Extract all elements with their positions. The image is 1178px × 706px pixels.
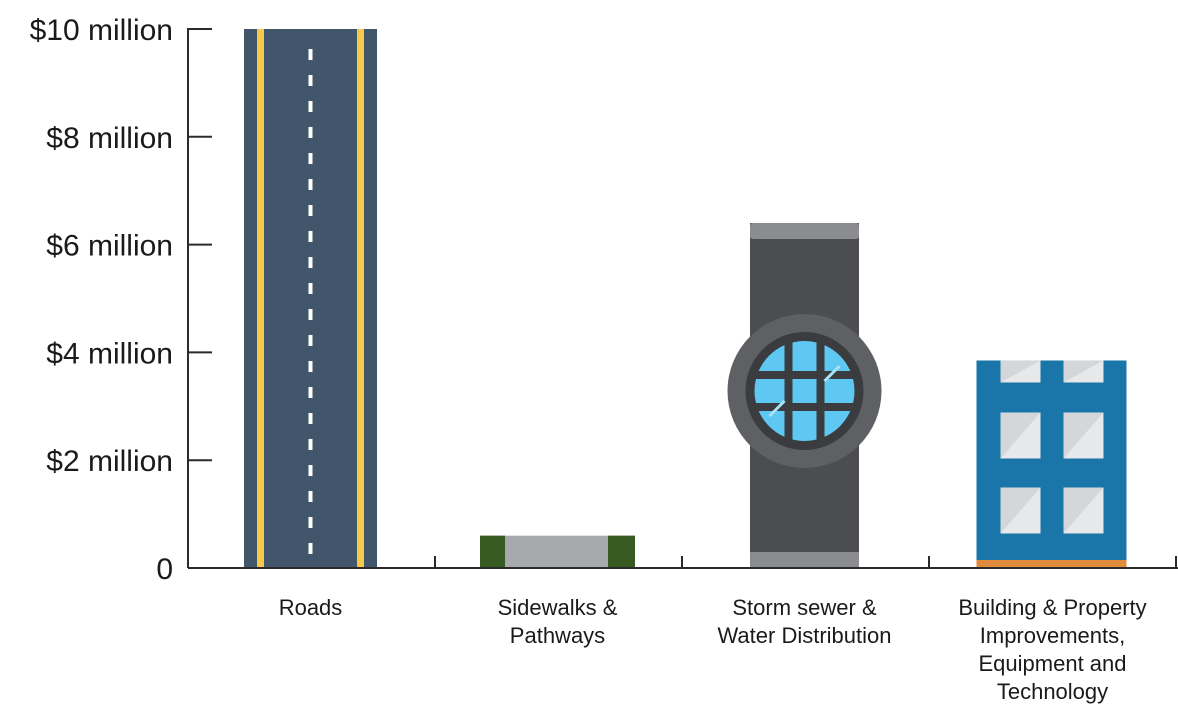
grate-bar xyxy=(816,339,825,443)
road-center-dash xyxy=(308,283,313,294)
road-center-dash xyxy=(308,75,313,86)
x-category-label: Building & Property Improvements, Equipmen… xyxy=(958,595,1146,704)
bar xyxy=(244,29,377,568)
road-center-dash xyxy=(308,101,313,112)
x-category-label: Sidewalks & Pathways xyxy=(498,595,618,648)
x-category-label-line: Water Distribution xyxy=(717,623,891,648)
x-category-label-line: Roads xyxy=(279,595,343,620)
road-center-dash xyxy=(308,361,313,372)
road-center-dash xyxy=(308,517,313,528)
y-tick-label: $10 million xyxy=(30,14,173,47)
glass-glint xyxy=(768,399,786,418)
road-edge-line xyxy=(257,29,264,568)
x-category-label-line: Storm sewer & xyxy=(732,595,877,620)
bar-building xyxy=(976,360,1127,568)
y-tick-label: $6 million xyxy=(46,230,173,263)
road-center-dash xyxy=(308,257,313,268)
bar-road xyxy=(244,29,377,568)
y-tick-label: $8 million xyxy=(46,122,173,155)
road-center-dash xyxy=(308,335,313,346)
road-center-dash xyxy=(308,491,313,502)
road-edge-line xyxy=(357,29,364,568)
sidewalk-grass xyxy=(608,535,635,568)
road-center-dash xyxy=(308,179,313,190)
storm-grate-icon xyxy=(752,339,857,443)
window-shine xyxy=(1000,360,1041,383)
building-window xyxy=(1063,360,1104,383)
window-shine xyxy=(1063,487,1104,534)
x-category-label-line: Pathways xyxy=(510,623,605,648)
road-center-dash xyxy=(308,153,313,164)
pipe-cap-top xyxy=(750,223,859,240)
x-category-label-line: Sidewalks & xyxy=(498,595,618,620)
pipe-glass xyxy=(754,341,855,441)
x-category-label: Roads xyxy=(279,595,343,620)
y-tick-label: 0 xyxy=(156,553,173,586)
road-center-dash xyxy=(308,465,313,476)
road-center-dash xyxy=(308,231,313,242)
window-shine xyxy=(1063,412,1104,459)
x-category-label: Storm sewer & Water Distribution xyxy=(717,595,891,648)
road-center-dash xyxy=(308,309,313,320)
glass-glint xyxy=(823,364,841,383)
grate-bar xyxy=(752,371,857,379)
x-category-label-line: Improvements, xyxy=(980,623,1126,648)
window-shine xyxy=(1000,412,1041,459)
bar-sidewalk xyxy=(480,535,635,568)
road-center-dash xyxy=(308,413,313,424)
building-window xyxy=(1000,487,1041,534)
grate-bar xyxy=(784,339,793,443)
building-window xyxy=(1063,412,1104,459)
window-shine xyxy=(1063,360,1104,383)
road-center-dash xyxy=(308,205,313,216)
building-window xyxy=(1000,412,1041,459)
building-window xyxy=(1063,487,1104,534)
window-shine xyxy=(1000,487,1041,534)
road-center-dash xyxy=(308,387,313,398)
bar-storm-pipe xyxy=(727,223,882,569)
road-center-dash xyxy=(308,127,313,138)
building-window xyxy=(1000,360,1041,383)
x-category-label-line: Building & Property xyxy=(958,595,1146,620)
y-tick-label: $4 million xyxy=(46,337,173,370)
sidewalk-grass xyxy=(480,535,505,568)
pipe-cap-bottom xyxy=(750,552,859,568)
bar xyxy=(976,360,1127,568)
x-category-label-line: Equipment and xyxy=(979,651,1127,676)
road-center-dash xyxy=(308,543,313,554)
x-category-label-line: Technology xyxy=(997,679,1108,704)
road-center-dash xyxy=(308,49,313,60)
road-center-dash xyxy=(308,439,313,450)
y-tick-label: $2 million xyxy=(46,445,173,478)
grate-bar xyxy=(752,403,857,411)
building-base xyxy=(976,560,1127,568)
